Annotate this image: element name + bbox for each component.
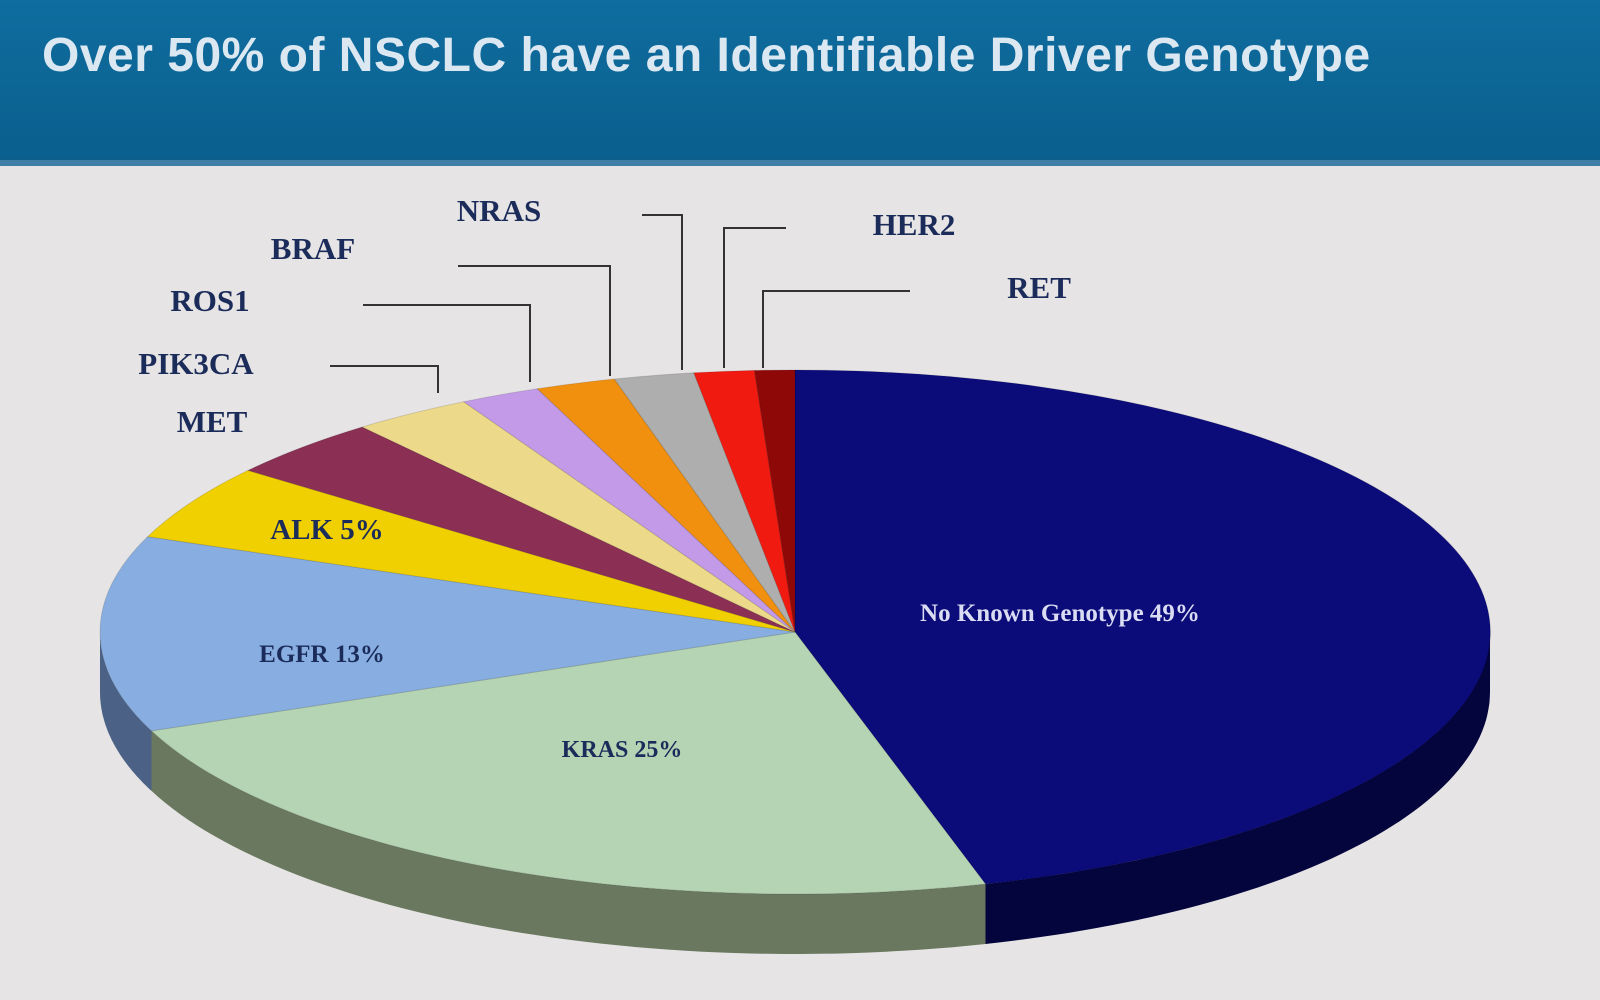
label-kras: KRAS 25% xyxy=(562,737,683,763)
label-nras: NRAS xyxy=(457,193,541,228)
leader-line-ros1 xyxy=(363,304,531,382)
pie-slice-met xyxy=(246,426,796,633)
pie-slice-her2 xyxy=(693,369,796,633)
pie-slice-ros1 xyxy=(462,388,796,633)
leader-line-pik3ca xyxy=(330,365,439,393)
label-alk: ALK 5% xyxy=(270,514,384,546)
title-banner: Over 50% of NSCLC have an Identifiable D… xyxy=(0,0,1600,166)
pie-slice-pik3ca xyxy=(360,401,796,633)
leader-line-ret xyxy=(762,290,910,368)
pie-slice-alk xyxy=(146,469,796,633)
leader-line-her2 xyxy=(723,227,786,368)
leader-line-braf xyxy=(458,265,611,376)
pie-side-kras xyxy=(151,730,986,954)
pie-side-egfr xyxy=(100,632,152,791)
pie-slice-egfr xyxy=(99,536,796,732)
slice-labels: No Known Genotype 49% KRAS 25% EGFR 13% ALK… xyxy=(138,193,1200,763)
pie-top-slices xyxy=(99,369,1491,895)
leader-lines xyxy=(330,214,910,393)
label-ros1: ROS1 xyxy=(170,283,249,318)
pie-side-no-known-genotype xyxy=(985,632,1490,944)
label-her2: HER2 xyxy=(873,207,956,242)
label-braf: BRAF xyxy=(271,231,355,266)
slide-title: Over 50% of NSCLC have an Identifiable D… xyxy=(42,29,1371,82)
label-ret: RET xyxy=(1007,270,1071,305)
pie-slice-kras xyxy=(150,631,987,895)
label-pik3ca: PIK3CA xyxy=(138,346,254,381)
label-no-known-genotype: No Known Genotype 49% xyxy=(920,600,1200,627)
leader-line-nras xyxy=(642,214,683,370)
label-met: MET xyxy=(177,404,248,439)
pie-slice-nras xyxy=(613,372,796,633)
pie-slice-braf xyxy=(536,378,796,633)
pie-sides xyxy=(100,632,1490,954)
label-egfr: EGFR 13% xyxy=(259,641,385,668)
pie-slice-ret xyxy=(753,369,796,633)
pie-slice-no-known-genotype xyxy=(794,369,1491,885)
